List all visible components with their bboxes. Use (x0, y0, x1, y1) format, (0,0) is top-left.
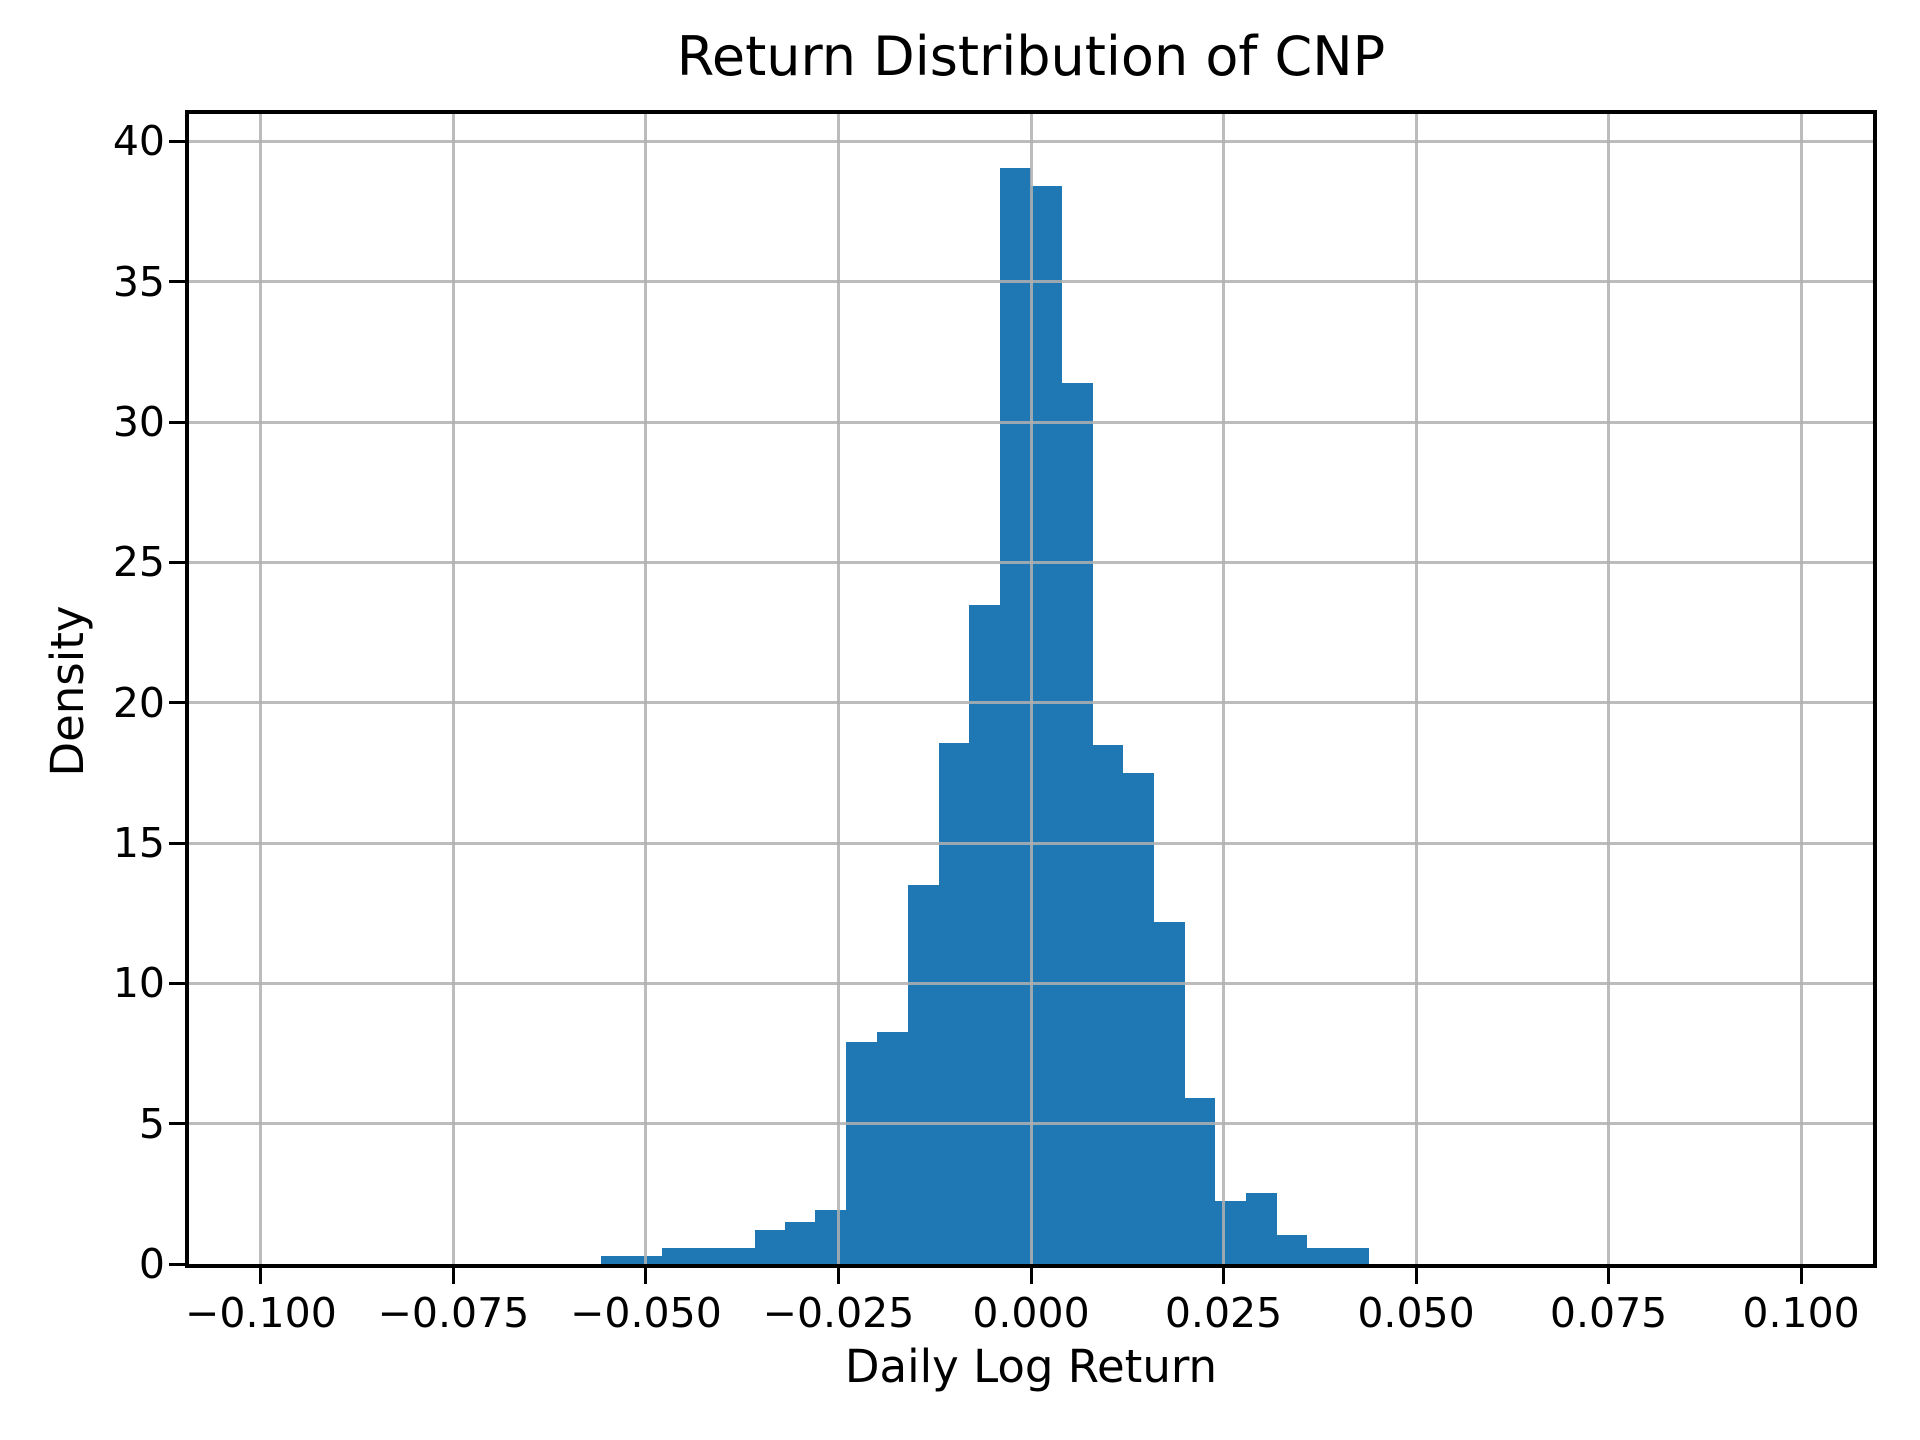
x-axis-label: Daily Log Return (844, 1340, 1218, 1393)
x-tick-label: 0.100 (1742, 1289, 1860, 1337)
y-tick-mark (169, 1122, 185, 1126)
y-tick-label: 15 (112, 819, 165, 868)
x-tick-label: 0.025 (1164, 1289, 1283, 1337)
histogram-bar (1154, 921, 1185, 1264)
y-tick-mark (169, 701, 185, 705)
x-gridline (1222, 112, 1226, 1264)
chart-title: Return Distribution of CNP (676, 25, 1386, 88)
y-tick-label: 25 (112, 538, 165, 587)
x-gridline (1029, 112, 1033, 1264)
x-tick-label: 0.000 (972, 1289, 1090, 1337)
histogram-bar (1338, 1248, 1369, 1264)
y-gridline (187, 1122, 1875, 1126)
y-tick-label: 30 (112, 398, 165, 447)
x-gridline (451, 112, 455, 1264)
x-tick-mark (1222, 1268, 1226, 1284)
histogram-bar (662, 1248, 693, 1264)
y-tick-mark (169, 841, 185, 845)
x-tick-label: −0.100 (185, 1289, 337, 1337)
y-gridline (187, 701, 1875, 705)
x-tick-label: 0.050 (1357, 1289, 1475, 1337)
x-gridline (1414, 112, 1418, 1264)
histogram-bar (1215, 1200, 1246, 1264)
histogram-bar (815, 1210, 846, 1264)
x-tick-label: −0.075 (377, 1289, 530, 1337)
histogram-bar (1000, 168, 1031, 1264)
y-tick-label: 10 (112, 959, 165, 1008)
y-gridline (187, 560, 1875, 564)
histogram-bar (755, 1230, 785, 1264)
x-gridline (836, 112, 840, 1264)
histogram-bar (601, 1256, 631, 1264)
histogram-bar (1246, 1193, 1277, 1264)
y-tick-label: 5 (138, 1099, 165, 1148)
x-tick-label: 0.075 (1549, 1289, 1668, 1337)
y-tick-mark (169, 280, 185, 284)
y-tick-label: 20 (112, 678, 165, 727)
histogram-bar (785, 1221, 815, 1264)
y-gridline (187, 981, 1875, 985)
y-tick-label: 40 (112, 117, 165, 166)
x-gridline (644, 112, 648, 1264)
histogram-bar (846, 1042, 877, 1264)
histogram-bar (877, 1032, 908, 1264)
y-tick-mark (169, 981, 185, 985)
y-tick-mark (169, 139, 185, 143)
histogram-bar (1062, 382, 1093, 1264)
histogram-bar (908, 885, 939, 1264)
y-gridline (187, 420, 1875, 424)
x-tick-mark (451, 1268, 455, 1284)
x-tick-label: −0.050 (570, 1289, 722, 1337)
histogram-bar (1093, 744, 1123, 1264)
x-gridline (1799, 112, 1803, 1264)
histogram-bar (1031, 186, 1062, 1264)
x-tick-mark (1414, 1268, 1418, 1284)
histogram-bar (969, 604, 1000, 1264)
histogram-bar (939, 743, 969, 1264)
x-tick-mark (259, 1268, 263, 1284)
x-tick-mark (1029, 1268, 1033, 1284)
y-tick-label: 0 (138, 1240, 165, 1288)
y-gridline (187, 280, 1875, 284)
y-tick-mark (169, 1262, 185, 1266)
histogram-bar (1307, 1248, 1338, 1264)
x-tick-mark (1799, 1268, 1803, 1284)
x-tick-mark (1607, 1268, 1611, 1284)
histogram-bar (724, 1248, 755, 1264)
y-tick-mark (169, 560, 185, 564)
x-gridline (259, 112, 263, 1264)
x-gridline (1607, 112, 1611, 1264)
histogram-bar (1123, 772, 1154, 1264)
histogram-bar (1185, 1098, 1215, 1264)
histogram-bar (1277, 1234, 1307, 1264)
x-tick-mark (644, 1268, 648, 1284)
y-tick-label: 35 (112, 257, 165, 306)
y-gridline (187, 139, 1875, 143)
x-tick-mark (836, 1268, 840, 1284)
histogram-bar (693, 1248, 724, 1264)
y-tick-mark (169, 420, 185, 424)
x-tick-label: −0.025 (762, 1289, 915, 1337)
y-gridline (187, 841, 1875, 845)
